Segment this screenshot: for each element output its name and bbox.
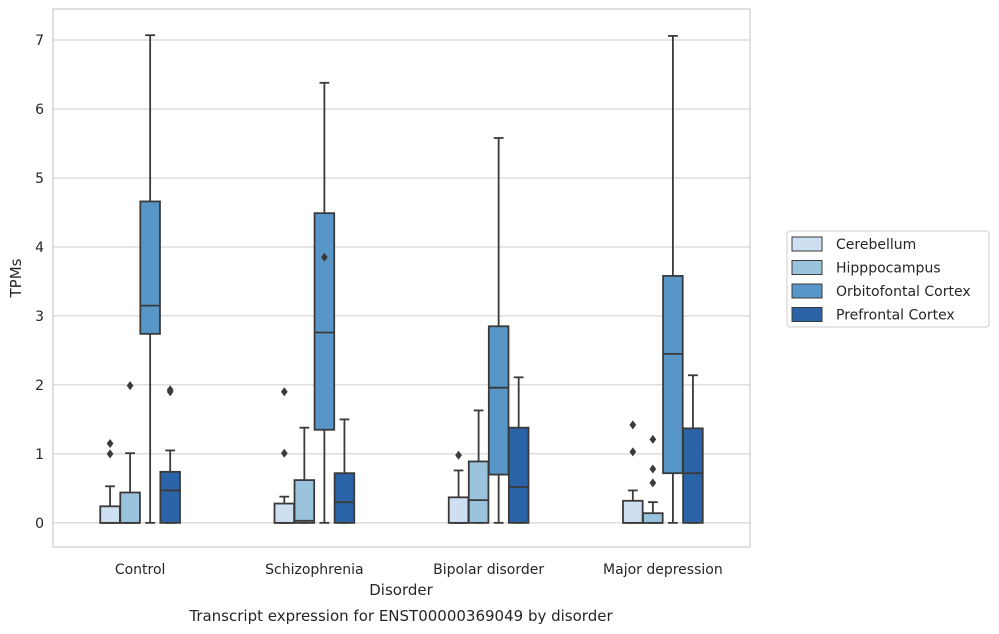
y-tick-label: 1 — [35, 447, 44, 463]
chart-caption: Transcript expression for ENST0000036904… — [188, 607, 613, 625]
box — [333, 418, 356, 524]
outlier-point — [649, 434, 657, 444]
box-iqr — [467, 460, 490, 524]
x-tick-label: Bipolar disorder — [433, 562, 544, 578]
x-tick-label: Major depression — [603, 562, 723, 578]
outlier-point — [649, 478, 657, 488]
legend-entry-label: Prefrontal Cortex — [836, 308, 955, 324]
outlier-point — [106, 449, 114, 459]
box-iqr — [273, 502, 296, 524]
x-axis-title: Disorder — [369, 581, 433, 599]
legend-entry-label: Hipppocampus — [836, 261, 941, 277]
legend-frame — [786, 230, 990, 328]
box — [273, 387, 296, 524]
y-tick-labels: 0 1 2 3 4 5 6 7 — [35, 33, 44, 532]
outlier-point — [106, 439, 114, 449]
outlier-point — [455, 450, 462, 460]
box-iqr — [662, 275, 684, 475]
outlier-point — [280, 387, 288, 397]
legend-swatch — [791, 236, 823, 252]
box — [662, 35, 684, 524]
legend-swatch — [791, 307, 823, 322]
outlier-point — [126, 381, 134, 391]
y-tick-label: 7 — [35, 33, 44, 49]
series-cerebellum — [99, 387, 644, 524]
box-iqr — [507, 426, 530, 524]
y-tick-label: 3 — [35, 309, 44, 325]
y-tick-label: 6 — [35, 102, 44, 118]
box — [507, 376, 530, 524]
outlier-point — [166, 385, 174, 395]
y-tick-label: 2 — [35, 378, 44, 394]
legend-swatch — [791, 283, 823, 299]
y-tick-label: 5 — [35, 171, 44, 187]
box — [467, 409, 490, 524]
box-iqr — [682, 427, 704, 524]
outlier-point — [280, 448, 288, 458]
box-iqr — [99, 505, 121, 524]
x-tick-labels: Control Schizophrenia Bipolar disorder Majo… — [115, 562, 723, 578]
box-series — [99, 34, 704, 524]
legend-entry-label: Orbitofontal Cortex — [836, 284, 971, 300]
box — [293, 426, 316, 524]
series-orbitofontal-cortex — [139, 34, 684, 524]
legend-swatch — [791, 260, 823, 275]
outlier-point — [629, 420, 637, 430]
box — [487, 137, 510, 524]
x-tick-label: Control — [115, 562, 166, 578]
box-iqr — [333, 472, 356, 524]
box — [159, 385, 181, 524]
x-tick-label: Schizophrenia — [265, 562, 363, 578]
box-iqr — [159, 470, 181, 524]
box-iqr — [313, 212, 336, 431]
box-iqr — [622, 499, 644, 524]
box-iqr — [487, 325, 510, 476]
legend: Cerebellum Hipppocampus Orbitofontal Corte… — [786, 230, 990, 328]
box-iqr — [139, 200, 161, 335]
outlier-point — [321, 252, 328, 262]
y-tick-label: 0 — [35, 516, 44, 532]
box — [313, 81, 336, 524]
legend-entry-label: Cerebellum — [836, 237, 916, 253]
series-prefrontal-cortex — [159, 374, 704, 524]
plot-frame — [52, 8, 751, 548]
y-axis-title: TPMs — [7, 258, 25, 298]
box-iqr — [642, 512, 664, 524]
box-iqr — [119, 491, 141, 524]
box — [139, 34, 161, 524]
box — [99, 439, 121, 524]
box — [447, 450, 470, 524]
series-hipppocampus — [119, 381, 664, 524]
plot-background — [53, 9, 750, 547]
box — [642, 434, 664, 524]
box — [119, 381, 141, 524]
outlier-point — [649, 464, 657, 474]
box — [682, 374, 704, 524]
box — [622, 420, 644, 524]
box-iqr — [447, 496, 470, 524]
outlier-point — [629, 447, 637, 457]
box-iqr — [293, 479, 316, 524]
y-tick-label: 4 — [35, 240, 44, 256]
